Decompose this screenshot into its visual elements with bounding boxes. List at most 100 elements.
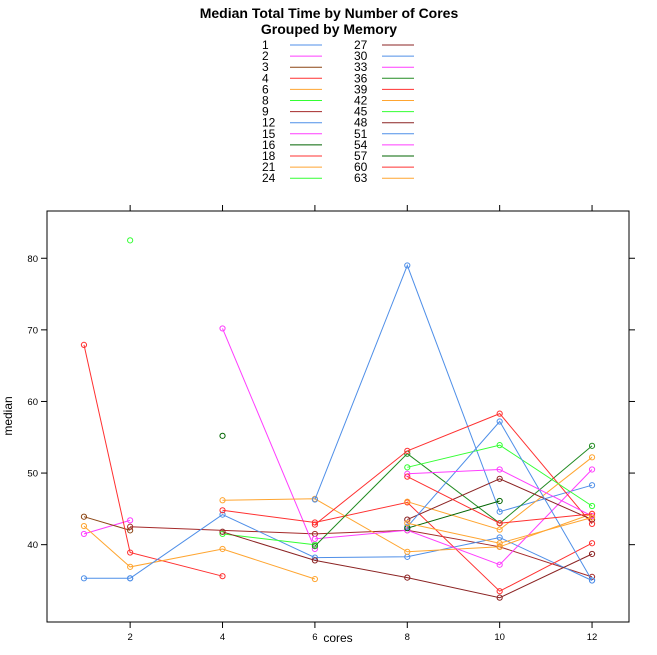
data-point <box>496 588 503 595</box>
data-point <box>127 527 134 534</box>
data-point <box>127 549 134 556</box>
series-line <box>83 516 131 531</box>
series-line <box>222 328 316 550</box>
legend-label: 60 <box>354 160 368 174</box>
legend-item: 12 <box>262 116 322 130</box>
series-30 <box>311 262 596 515</box>
series-15 <box>219 325 319 553</box>
x-tick-label: 4 <box>220 632 225 643</box>
legend-item: 1 <box>262 38 322 52</box>
legend-label: 12 <box>262 116 276 130</box>
data-point <box>404 520 411 527</box>
series-line <box>314 469 593 566</box>
data-point <box>404 548 411 555</box>
legend-label: 63 <box>354 171 368 185</box>
data-point <box>80 575 88 582</box>
series-line <box>314 445 593 547</box>
data-point <box>80 513 88 520</box>
series-9 <box>127 523 596 580</box>
series-6 <box>80 522 319 583</box>
data-point <box>219 573 226 580</box>
series-line <box>407 456 593 531</box>
data-point <box>219 528 226 535</box>
data-point <box>404 574 411 581</box>
y-tick-label: 40 <box>27 540 38 551</box>
data-point <box>404 470 411 477</box>
data-point <box>404 262 411 269</box>
series-2 <box>80 517 134 538</box>
data-point <box>219 497 226 504</box>
series-27 <box>219 528 596 601</box>
series-line <box>83 519 131 535</box>
y-tick-label: 50 <box>27 469 38 480</box>
legend-label: 51 <box>354 127 368 141</box>
legend-label: 15 <box>262 127 276 141</box>
data-point <box>219 530 226 538</box>
legend-label: 9 <box>262 105 269 119</box>
data-point <box>127 575 134 582</box>
legend-label: 39 <box>354 82 368 96</box>
data-point <box>496 497 503 505</box>
legend-label: 27 <box>354 38 368 52</box>
data-point <box>588 540 596 547</box>
series-line <box>314 264 593 513</box>
series-39 <box>311 410 596 528</box>
plot-frame <box>46 210 630 623</box>
legend-label: 30 <box>354 49 368 63</box>
series-1 <box>80 575 134 582</box>
legend-label: 16 <box>262 138 276 152</box>
legend-label: 2 <box>262 49 269 63</box>
legend-item: 48 <box>354 116 414 130</box>
data-point <box>496 466 503 473</box>
data-point <box>496 540 503 547</box>
data-point <box>404 473 411 480</box>
data-point <box>496 508 503 515</box>
legend-item: 3 <box>262 60 322 74</box>
legend-label: 24 <box>262 171 276 185</box>
data-point <box>496 534 503 541</box>
data-point <box>496 594 503 601</box>
data-point <box>588 510 596 517</box>
legend-item: 2 <box>262 49 322 63</box>
series-12 <box>127 511 596 584</box>
legend-item: 9 <box>262 105 322 119</box>
data-point <box>219 545 226 553</box>
data-point <box>127 563 134 570</box>
series-line <box>407 468 593 517</box>
legend-item: 63 <box>354 171 414 185</box>
data-point <box>219 511 226 518</box>
data-point <box>496 520 503 527</box>
legend-item: 42 <box>354 94 414 108</box>
data-point <box>311 545 319 553</box>
series-21 <box>219 495 596 555</box>
series-57 <box>404 497 503 532</box>
chart-subtitle: Grouped by Memory <box>261 21 397 37</box>
legend-item: 57 <box>354 149 414 163</box>
data-point <box>311 575 319 583</box>
legend-item: 6 <box>262 82 322 96</box>
x-tick-label: 10 <box>494 632 505 643</box>
data-point <box>496 561 503 568</box>
y-tick-label: 70 <box>27 325 38 336</box>
legend-item: 54 <box>354 138 414 152</box>
data-point <box>496 442 503 449</box>
legend-label: 36 <box>354 71 368 85</box>
series-line <box>222 531 593 599</box>
data-point <box>588 442 596 449</box>
chart-title: Median Total Time by Number of Cores <box>200 5 459 21</box>
legend-label: 3 <box>262 60 269 74</box>
data-point <box>80 341 88 348</box>
data-point <box>219 325 226 332</box>
data-point <box>588 520 596 528</box>
legend-item: 18 <box>262 149 322 163</box>
axis-ticks: 2 4 6 8 10 12 40 50 60 70 80 <box>27 205 635 643</box>
legend-item: 15 <box>262 127 322 141</box>
y-tick-label: 80 <box>27 254 38 265</box>
data-point <box>588 577 596 584</box>
series-layer <box>80 237 596 601</box>
data-point <box>80 530 88 538</box>
series-4 <box>80 341 226 580</box>
series-line <box>407 517 593 544</box>
x-tick-label: 2 <box>127 632 132 643</box>
